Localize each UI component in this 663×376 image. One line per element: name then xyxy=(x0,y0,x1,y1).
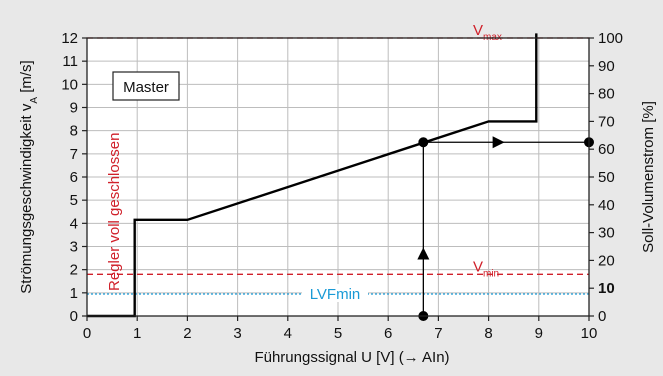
y-left-tick-label: 6 xyxy=(70,169,78,186)
y-left-tick-label: 0 xyxy=(70,308,78,325)
x-tick-label: 8 xyxy=(484,325,492,342)
y-right-tick-label: 20 xyxy=(598,252,615,269)
y-right-tick-label: 70 xyxy=(598,113,615,130)
y-right-tick-label: 90 xyxy=(598,58,615,75)
reference-label: LVFmin xyxy=(310,286,361,303)
example-up-arrow xyxy=(417,247,430,260)
mode-box-frame xyxy=(112,71,180,101)
x-tick-label: 7 xyxy=(434,325,442,342)
reference-label-background xyxy=(302,283,368,302)
reference-label-sub: min xyxy=(483,268,499,279)
y-left-tick-label: 1 xyxy=(70,285,78,302)
ticks-layer: 0 1 2 3 4 5 6 7 8 9 100123456789101112010203040506… xyxy=(61,30,623,342)
reference-label: V xyxy=(473,258,483,275)
y-left-axis-title-main: Strömungsgeschwindigkeit v xyxy=(18,103,35,294)
mode-box-label: Master xyxy=(123,79,169,96)
y-left-axis-title-sub: A xyxy=(29,97,40,104)
x-tick-label: 5 xyxy=(334,325,342,342)
y-left-tick-label: 8 xyxy=(70,123,78,140)
y-left-tick-label: 11 xyxy=(62,53,78,70)
y-right-tick-label: 0 xyxy=(598,308,606,325)
y-right-tick-label: 40 xyxy=(598,197,615,214)
regler-annotation: Regler voll geschlossen xyxy=(106,133,123,291)
x-tick-label: 0 xyxy=(83,325,91,342)
y-left-tick-label: 10 xyxy=(61,76,78,93)
y-left-tick-label: 2 xyxy=(70,262,78,279)
example-layer xyxy=(417,136,594,321)
y-left-tick-label: 9 xyxy=(70,100,78,117)
reference-label: V xyxy=(473,22,483,39)
y-left-tick-label: 7 xyxy=(70,146,78,163)
x-axis-title: Führungssignal U [V] (→ AIn) xyxy=(254,349,449,366)
y-left-tick-label: 12 xyxy=(61,30,78,47)
y-right-tick-label: 80 xyxy=(598,86,615,103)
x-tick-label: 2 xyxy=(183,325,191,342)
x-tick-label: 6 xyxy=(384,325,392,342)
example-right-arrow xyxy=(492,136,505,149)
mode-box: Master xyxy=(112,71,180,101)
x-tick-label: 1 xyxy=(133,325,141,342)
y-right-tick-label: 60 xyxy=(598,141,615,158)
y-left-tick-label: 4 xyxy=(70,215,78,232)
y-left-tick-label: 5 xyxy=(70,192,78,209)
x-tick-label: 3 xyxy=(233,325,241,342)
y-left-axis-title-unit: [m/s] xyxy=(18,60,35,97)
y-right-tick-label: 100 xyxy=(598,30,623,47)
example-operating-point xyxy=(418,137,429,148)
y-right-tick-label: 10 xyxy=(598,280,615,297)
y-right-tick-label: 30 xyxy=(598,225,615,242)
y-left-tick-label: 3 xyxy=(70,239,78,256)
y-left-axis-title: Strömungsgeschwindigkeit vA [m/s] xyxy=(18,60,40,293)
x-tick-label: 4 xyxy=(284,325,292,342)
y-right-axis-title: Soll-Volumenstrom [%] xyxy=(640,101,657,253)
x-tick-label: 10 xyxy=(581,325,598,342)
y-right-tick-label: 50 xyxy=(598,169,615,186)
x-tick-label: 9 xyxy=(535,325,543,342)
